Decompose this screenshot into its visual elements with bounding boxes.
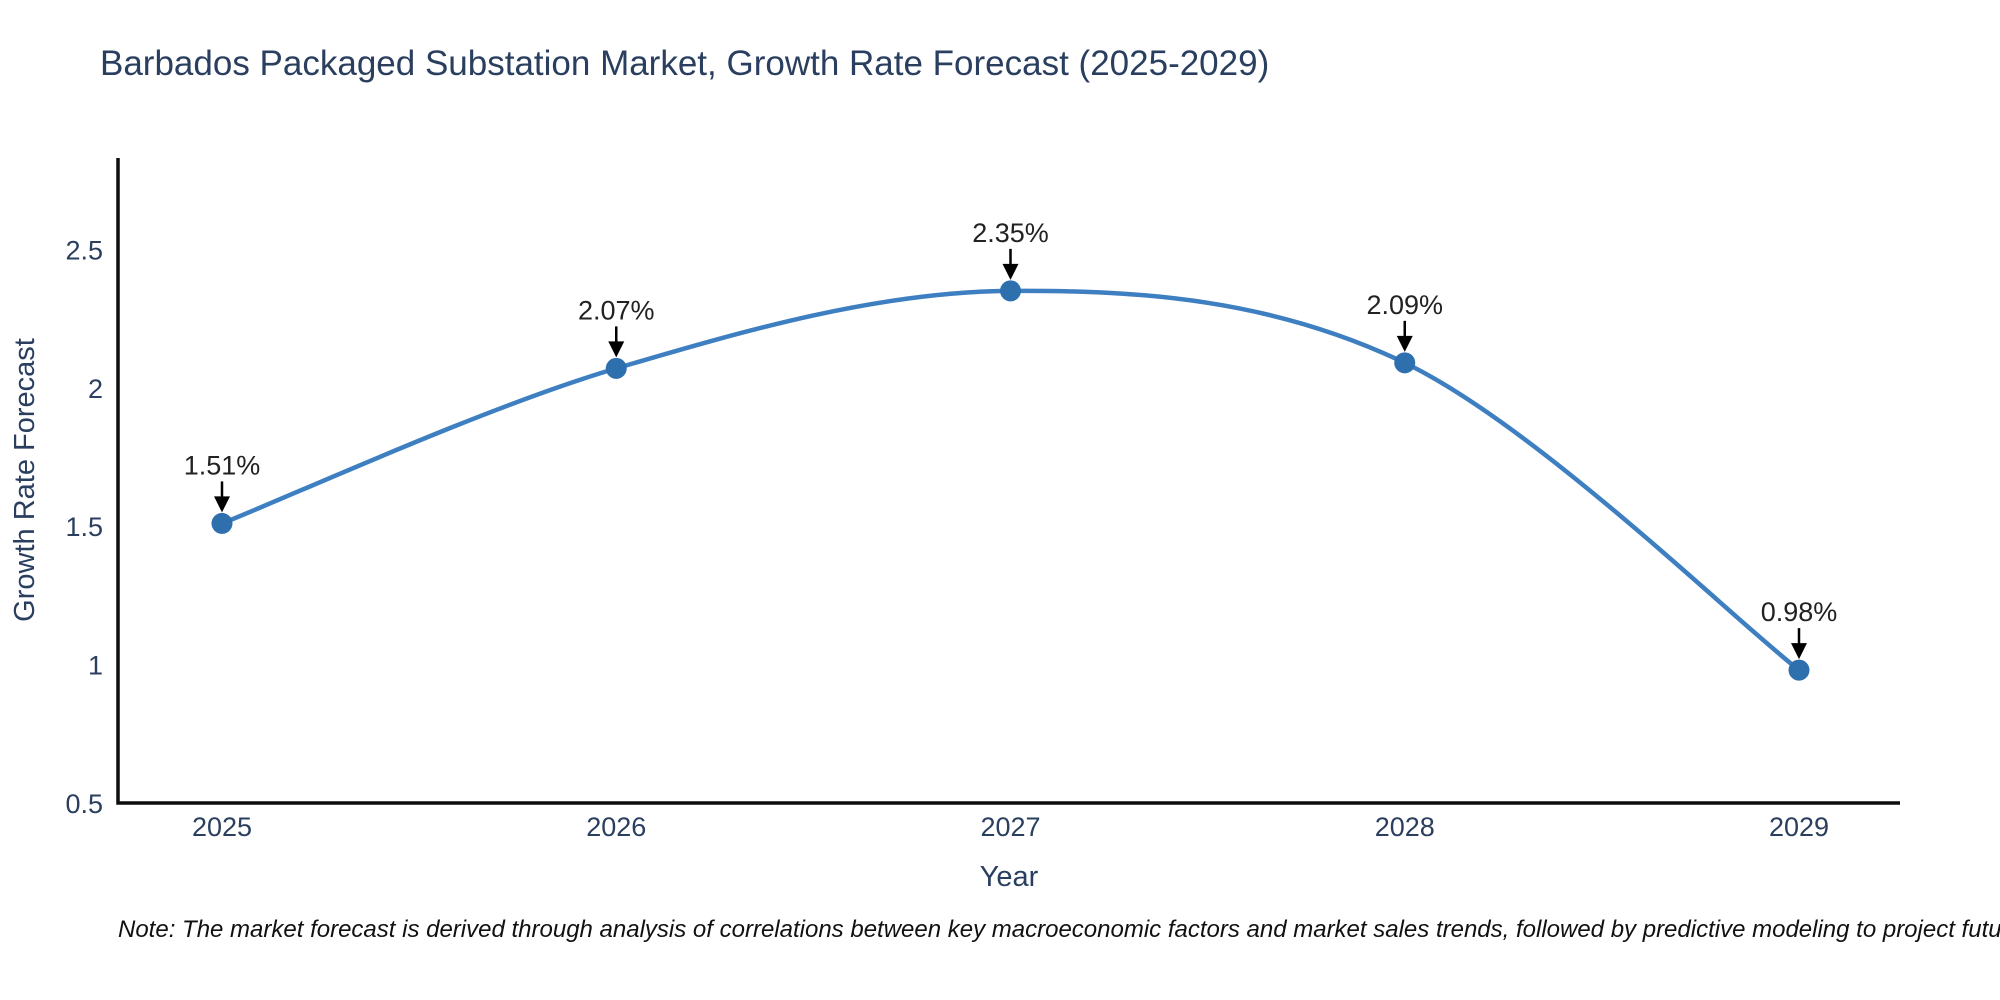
- footnote: Note: The market forecast is derived thr…: [118, 916, 2000, 944]
- y-tick-label: 2: [88, 374, 103, 404]
- x-tick-label: 2025: [192, 812, 252, 842]
- data-point-marker: [1788, 659, 1810, 681]
- footnote-text: Note: The market forecast is derived thr…: [118, 916, 2000, 943]
- annotation-arrow-head: [214, 496, 230, 513]
- data-point-marker: [1394, 352, 1416, 374]
- series: [211, 280, 1810, 681]
- annotation-arrow-head: [608, 341, 625, 358]
- tick-labels: 0.5 1 1.5 2 2.5 2025 2026 2027 2028 2029: [65, 235, 1829, 842]
- data-point-marker: [211, 512, 233, 534]
- data-point-marker: [605, 357, 627, 379]
- data-point-marker: [1000, 280, 1021, 302]
- y-tick-label: 0.5: [65, 789, 103, 819]
- y-tick-label: 1: [88, 651, 103, 681]
- x-tick-label: 2029: [1769, 812, 1829, 842]
- growth-rate-line: [219, 288, 1802, 673]
- y-axis-title: Growth Rate Forecast: [9, 338, 41, 622]
- y-tick-label: 2.5: [65, 235, 103, 265]
- x-tick-label: 2027: [980, 812, 1040, 842]
- point-value-label: 1.51%: [184, 450, 261, 480]
- point-value-label: 0.98%: [1761, 597, 1838, 627]
- annotation-arrow-head: [1791, 643, 1807, 660]
- annotation-arrow-head: [1002, 263, 1019, 280]
- y-tick-label: 1.5: [65, 512, 103, 542]
- x-axis-title: Year: [980, 861, 1039, 893]
- annotations: 1.51% 2.07% 2.35% 2.09% 0.98%: [184, 218, 1838, 660]
- x-tick-label: 2026: [586, 812, 646, 842]
- point-value-label: 2.09%: [1366, 290, 1443, 320]
- chart-title: Barbados Packaged Substation Market, Gro…: [100, 44, 1270, 83]
- point-value-label: 2.07%: [578, 295, 655, 325]
- axis-line: [116, 158, 1900, 805]
- point-value-label: 2.35%: [972, 218, 1049, 248]
- axes: [116, 158, 1900, 805]
- x-tick-label: 2028: [1375, 812, 1435, 842]
- annotation-arrow-head: [1396, 335, 1413, 352]
